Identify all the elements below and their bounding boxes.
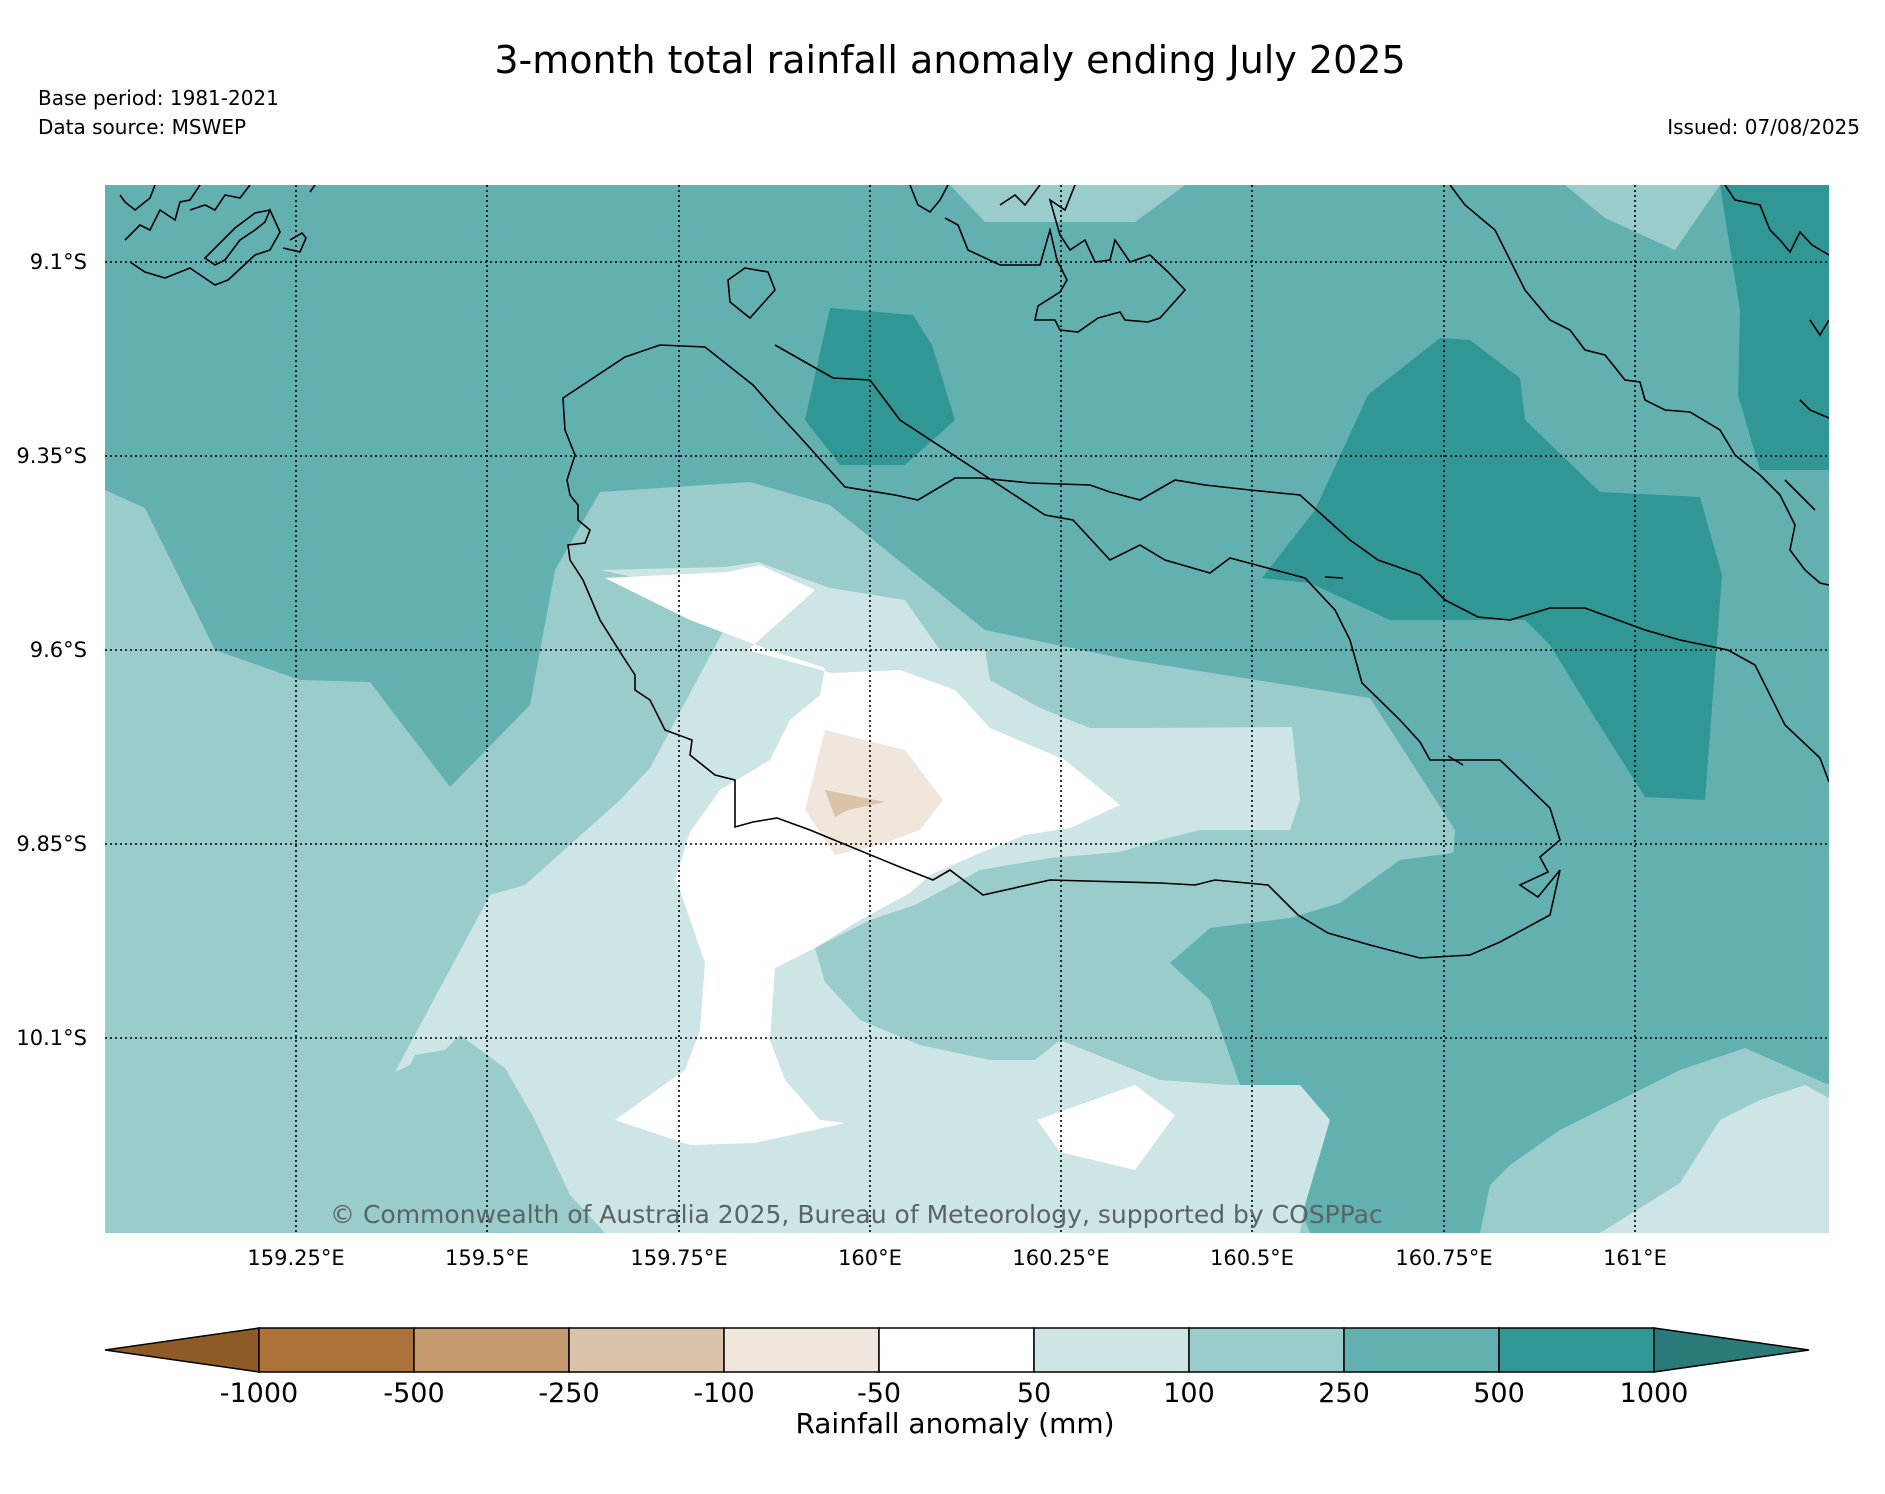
colorbar-tick-label: 1000 (1619, 1378, 1689, 1409)
colorbar-tick-label: -500 (383, 1378, 445, 1409)
lon-label: 160°E (838, 1246, 902, 1270)
lat-label: 9.1°S (29, 250, 87, 274)
anomaly-region-250-500 (1170, 820, 1829, 1233)
colorbar-bin (1033, 1327, 1190, 1373)
coastline (119, 185, 1829, 959)
colorbar-extend-high (1653, 1327, 1810, 1373)
colorbar-tick-label: -50 (856, 1378, 902, 1409)
anomaly-region-near-zero (605, 565, 1120, 1145)
colorbar-bin (1498, 1327, 1655, 1373)
colorbar-tick-label: -250 (538, 1378, 600, 1409)
map-area (105, 185, 1829, 1233)
colorbar-bin (1343, 1327, 1500, 1373)
gridlines (105, 185, 1829, 1233)
issued-date-text: Issued: 07/08/2025 (1667, 115, 1860, 139)
anomaly-region-minus-100-minus-250 (825, 790, 885, 817)
anomaly-region-near-zero (1037, 1085, 1175, 1170)
lat-label: 9.85°S (16, 832, 87, 856)
anomaly-region-100-250 (1565, 185, 1720, 250)
colorbar-bin (568, 1327, 725, 1373)
colorbar-bin (723, 1327, 880, 1373)
lon-label: 160.5°E (1210, 1246, 1294, 1270)
base-period-text: Base period: 1981-2021 (38, 86, 279, 110)
copyright-notice: © Commonwealth of Australia 2025, Bureau… (330, 1200, 1383, 1229)
lon-label: 159.75°E (630, 1246, 728, 1270)
colorbar-tick-label: 50 (1016, 1378, 1052, 1409)
colorbar-extend-low (104, 1327, 260, 1373)
colorbar-bin (258, 1327, 415, 1373)
lon-label: 159.5°E (445, 1246, 529, 1270)
colorbar-title: Rainfall anomaly (mm) (795, 1407, 1115, 1440)
lon-label: 160.75°E (1395, 1246, 1493, 1270)
colorbar-tick-label: 250 (1318, 1378, 1370, 1409)
data-source-text: Data source: MSWEP (38, 115, 247, 139)
lat-label: 9.6°S (29, 638, 87, 662)
lat-label: 9.35°S (16, 444, 87, 468)
colorbar (104, 1327, 1810, 1373)
colorbar-tick-label: -1000 (219, 1378, 299, 1409)
colorbar-bin (1188, 1327, 1345, 1373)
anomaly-region-500-1000 (805, 308, 955, 465)
anomaly-region-500-1000 (1262, 338, 1722, 800)
lon-label: 159.25°E (247, 1246, 345, 1270)
colorbar-tick-label: 500 (1473, 1378, 1525, 1409)
colorbar-bin (413, 1327, 570, 1373)
lat-label: 10.1°S (16, 1026, 87, 1050)
anomaly-region-minus-50-minus-100 (805, 730, 943, 855)
map-title: 3-month total rainfall anomaly ending Ju… (494, 38, 1406, 82)
lon-label: 160.25°E (1012, 1246, 1110, 1270)
lon-label: 161°E (1603, 1246, 1667, 1270)
colorbar-bin (878, 1327, 1035, 1373)
colorbar-tick-label: -100 (693, 1378, 755, 1409)
colorbar-tick-label: 100 (1163, 1378, 1215, 1409)
anomaly-region-50-100 (1600, 1085, 1829, 1233)
anomaly-region-500-1000 (1720, 185, 1829, 470)
